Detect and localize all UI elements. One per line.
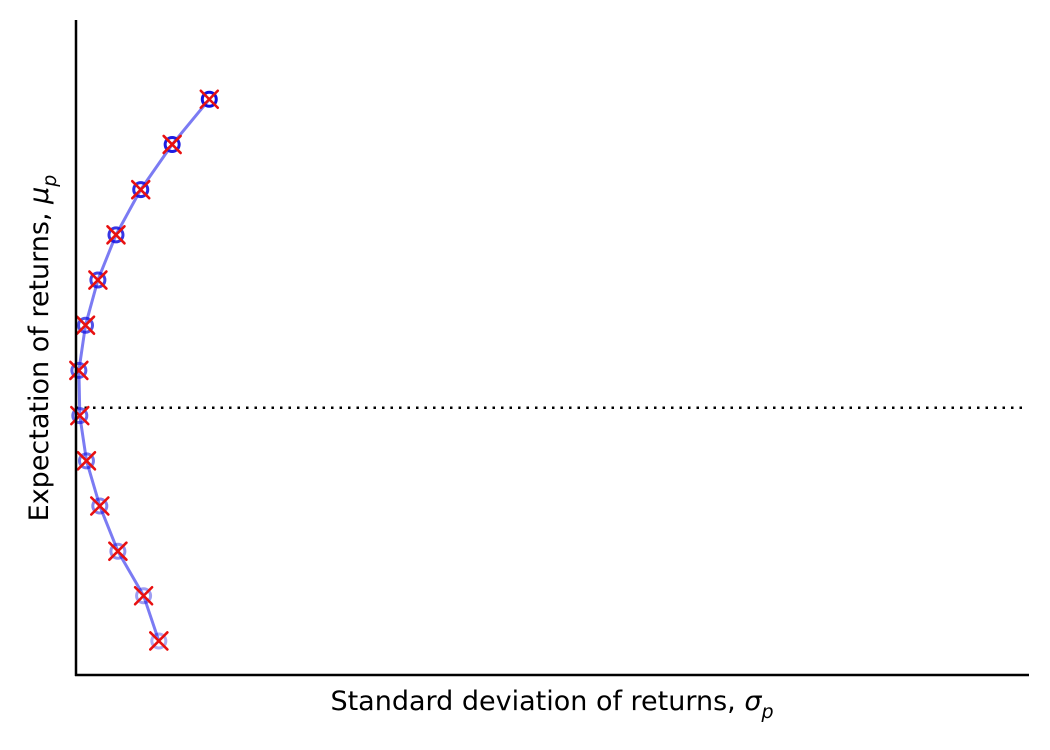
y-axis-label-main: Expectation of returns, (24, 204, 55, 521)
data-point-cross (70, 405, 90, 426)
data-point-cross (162, 134, 182, 155)
data-point-cross (130, 179, 151, 200)
y-axis-label-symbol: μ (24, 187, 55, 205)
data-point-circle (77, 316, 95, 334)
data-point-circle (200, 90, 218, 108)
frontier-line (77, 98, 211, 642)
data-point-cross (149, 631, 169, 651)
x-axis-label-subscript: p (760, 701, 773, 723)
data-point-circle (77, 452, 95, 470)
data-point-cross (106, 225, 126, 245)
data-point-cross (75, 315, 96, 336)
data-point-circle (71, 407, 89, 425)
data-point-circle (89, 271, 107, 289)
x-axis-label: Standard deviation of returns, σp (330, 686, 773, 723)
data-point-circle (109, 542, 127, 560)
data-point-circle (132, 181, 150, 199)
y-axis-label-subscript: p (39, 175, 61, 188)
x-axis-label-symbol: σ (744, 686, 762, 717)
data-point-cross (133, 585, 154, 606)
data-point-circle (70, 361, 88, 379)
data-point-cross (108, 541, 128, 562)
data-point-circle (150, 632, 168, 650)
data-point-circle (163, 135, 181, 153)
data-point-circle (91, 497, 109, 515)
data-point-cross (76, 451, 97, 471)
data-point-circle (107, 226, 125, 244)
data-point-circle (135, 587, 153, 605)
data-point-cross (69, 360, 89, 381)
x-axis-label-main: Standard deviation of returns, (330, 686, 744, 717)
y-axis-label: Expectation of returns, μp (24, 175, 61, 522)
plot-area (69, 89, 1028, 651)
data-point-cross (88, 270, 108, 290)
data-point-cross (90, 496, 110, 516)
data-point-cross (199, 89, 220, 110)
